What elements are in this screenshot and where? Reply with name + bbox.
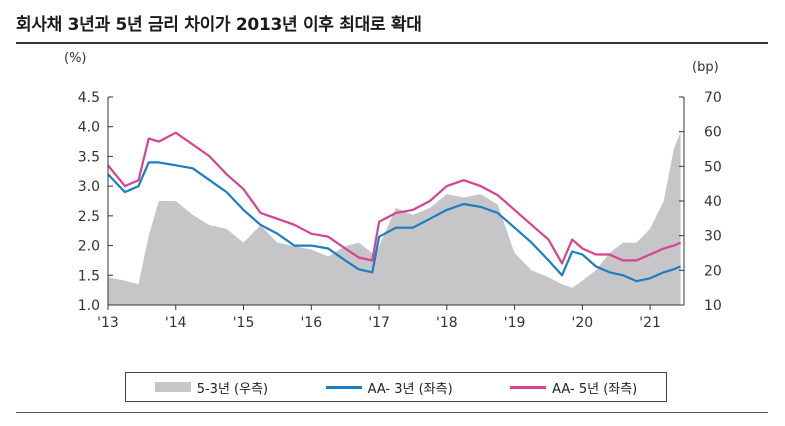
right-tick-label: 40 [704,194,722,210]
spread-area-layer [108,131,681,305]
legend-item-spread: 5-3년 (우측) [154,378,269,397]
legend-item-aa5: AA- 5년 (좌측) [510,378,637,397]
chart-legend: 5-3년 (우측) AA- 3년 (좌측) AA- 5년 (좌측) [125,372,667,402]
legend-swatch-spread [154,382,191,392]
right-axis-unit: (bp) [692,60,719,75]
bottom-divider [16,412,768,413]
x-tick-label: '15 [233,315,255,331]
left-tick-label: 1.0 [78,298,100,314]
rate-lines-layer [107,131,682,283]
legend-label-aa5: AA- 5년 (좌측) [552,381,638,397]
legend-label-aa3: AA- 3년 (좌측) [367,381,453,397]
right-tick-label: 60 [704,125,722,141]
left-tick-label: 4.0 [78,120,100,136]
series-line-2 [107,131,682,265]
series-area-spread [108,131,681,305]
right-tick-label: 30 [704,229,722,245]
left-tick-label: 2.0 [78,239,100,255]
left-tick-label: 2.5 [78,209,100,225]
left-tick-label: 3.0 [78,179,100,195]
legend-swatch-aa3 [325,385,362,389]
x-tick-label: '20 [572,315,594,331]
right-tick-label: 10 [704,298,722,314]
left-tick-label: 1.5 [78,268,100,284]
right-tick-label: 20 [704,263,722,279]
x-tick-label: '18 [436,315,458,331]
left-tick-label: 3.5 [78,149,100,165]
x-tick-label: '19 [504,315,526,331]
legend-swatch-aa5 [510,385,547,389]
left-axis-unit: (%) [64,51,87,66]
series-line-1 [107,161,682,283]
left-tick-label: 4.5 [78,90,100,106]
title-divider [16,42,768,44]
x-tick-label: '21 [639,315,661,331]
right-tick-label: 70 [704,90,722,106]
right-tick-label: 50 [704,159,722,175]
chart-title: 회사채 3년과 5년 금리 차이가 2013년 이후 최대로 확대 [16,15,422,35]
x-tick-label: '14 [165,315,187,331]
line-area-chart: (%) (bp) 1.0 1.5 2.0 2.5 3.0 3.5 4.0 4.5 10 20 30 4… [64,51,722,331]
axes-layer: 1.0 1.5 2.0 2.5 3.0 3.5 4.0 4.5 10 20 30 40 50 60 70 '1… [78,90,722,331]
legend-label-spread: 5-3년 (우측) [196,381,269,397]
x-tick-label: '17 [368,315,390,331]
x-tick-label: '13 [97,315,119,331]
legend-item-aa3: AA- 3년 (좌측) [325,378,453,397]
x-tick-label: '16 [300,315,322,331]
